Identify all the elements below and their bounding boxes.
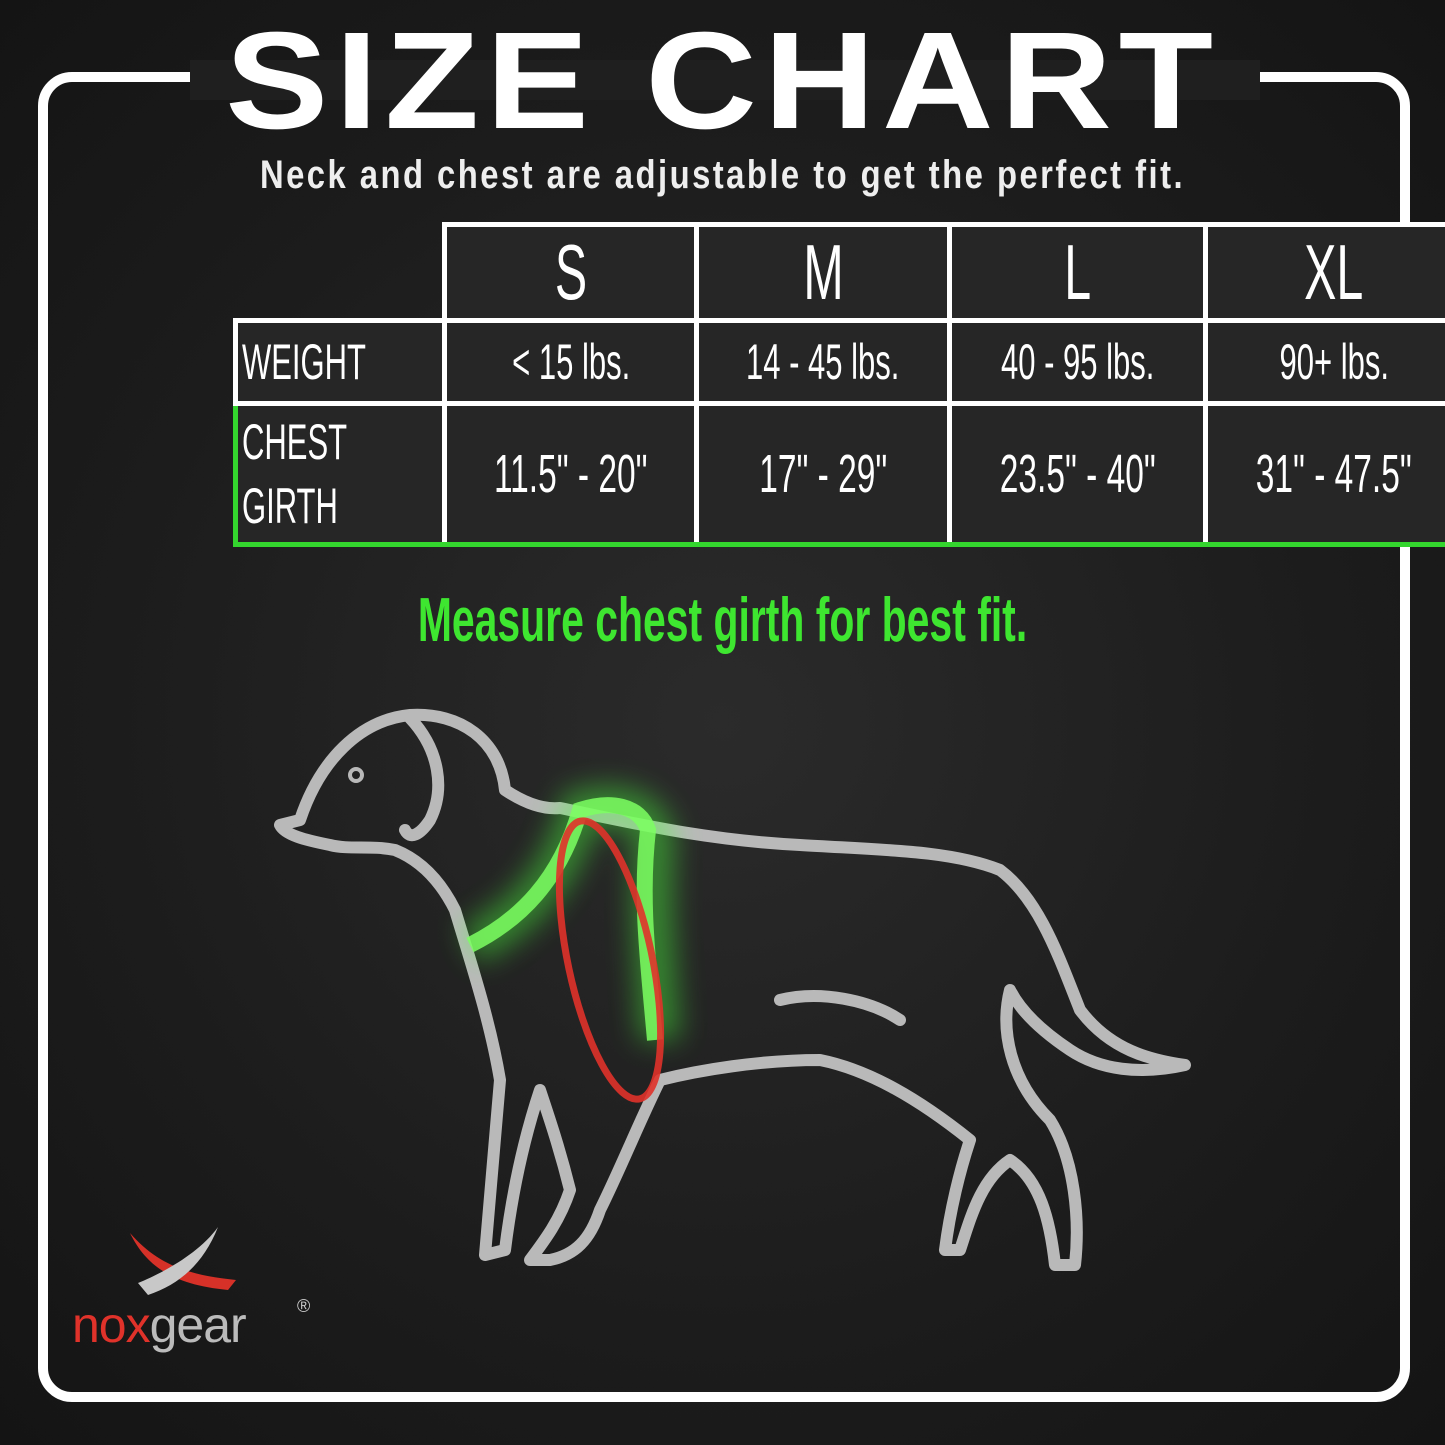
girth-s: 11.5" - 20" xyxy=(441,401,700,547)
chest-girth-label: CHEST GIRTH xyxy=(233,401,447,547)
noxgear-logo-mark xyxy=(130,1227,236,1295)
weight-row: WEIGHT < 15 lbs. 14 - 45 lbs. 40 - 95 lb… xyxy=(233,318,1445,406)
weight-label: WEIGHT xyxy=(233,318,447,406)
girth-ring xyxy=(555,817,665,1103)
chest-girth-row: CHEST GIRTH 11.5" - 20" 17" - 29" 23.5" -… xyxy=(233,401,1445,547)
size-l: L xyxy=(946,222,1209,323)
size-m: M xyxy=(694,222,952,323)
size-xl: XL xyxy=(1203,222,1445,323)
frame-gap xyxy=(190,60,1260,100)
weight-m: 14 - 45 lbs. xyxy=(694,318,952,406)
subtitle: Neck and chest are adjustable to get the… xyxy=(259,153,1186,197)
dog-eye xyxy=(348,767,364,783)
blank-cell xyxy=(235,224,447,323)
size-table: S M L XL WEIGHT < 15 lbs. 14 - 45 lbs. 4… xyxy=(233,222,1445,547)
weight-l: 40 - 95 lbs. xyxy=(946,318,1209,406)
noxgear-logo: noxgear xyxy=(72,1297,247,1353)
weight-xl: 90+ lbs. xyxy=(1203,318,1445,406)
girth-xl: 31" - 47.5" xyxy=(1203,401,1445,547)
measure-note: Measure chest girth for best fit. xyxy=(417,586,1028,655)
dog-outline xyxy=(274,708,1191,1271)
size-header-row: S M L XL xyxy=(235,222,1445,323)
girth-l: 23.5" - 40" xyxy=(946,401,1209,547)
girth-m: 17" - 29" xyxy=(694,401,952,547)
page-title: SIZE CHART xyxy=(225,4,1220,158)
size-s: S xyxy=(441,222,700,323)
weight-s: < 15 lbs. xyxy=(441,318,700,406)
registered-mark: ® xyxy=(297,1296,311,1316)
